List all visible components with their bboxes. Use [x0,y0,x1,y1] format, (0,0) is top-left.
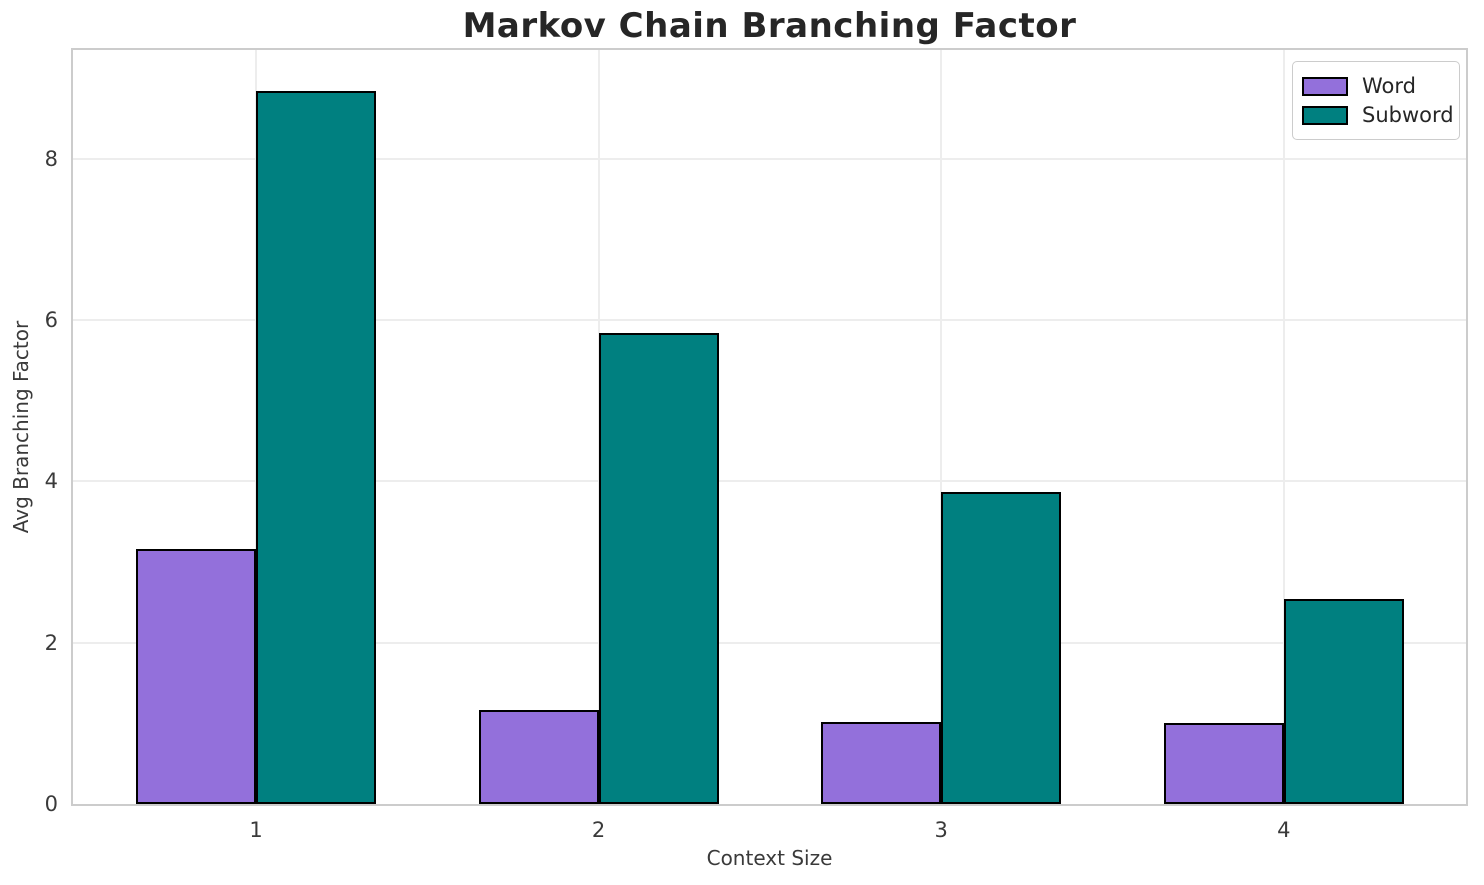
legend-label-subword: Subword [1362,103,1454,127]
gridline-v [1282,50,1285,804]
y-tick-label: 0 [44,792,58,816]
bar-word-1 [136,549,256,804]
bar-word-3 [821,722,942,804]
legend-label-word: Word [1362,74,1416,98]
bar-word-4 [1163,723,1284,804]
gridline-h [73,157,1466,160]
gridline-v [940,50,943,804]
gridline-h [73,319,1466,322]
x-tick-label: 2 [591,818,606,842]
x-tick-label: 4 [1277,818,1291,842]
y-axis-label: Avg Branching Factor [9,320,33,534]
gridline-h [73,641,1466,644]
bar-layer [73,50,1466,804]
gridline-h [73,480,1466,483]
bar-subword-2 [598,333,719,804]
legend-swatch-word [1302,77,1348,96]
y-tick-label: 8 [44,146,58,171]
bar-word-2 [478,710,599,804]
legend-item-word: Word [1302,72,1449,101]
legend-item-subword: Subword [1302,101,1454,130]
x-tick-label: 3 [934,818,948,842]
chart-title: Markov Chain Branching Factor [462,6,1077,46]
bar-subword-3 [941,492,1062,804]
bar-subword-4 [1283,599,1404,804]
y-tick-label: 6 [44,308,58,333]
y-tick-label: 4 [44,469,58,494]
x-axis-label: Context Size [706,846,833,870]
x-tick-label: 1 [249,818,263,842]
bar-subword-1 [256,91,376,804]
plot-area [71,48,1468,806]
legend: Word Subword [1292,61,1460,140]
legend-swatch-subword [1302,106,1348,125]
y-tick-label: 2 [44,630,58,655]
